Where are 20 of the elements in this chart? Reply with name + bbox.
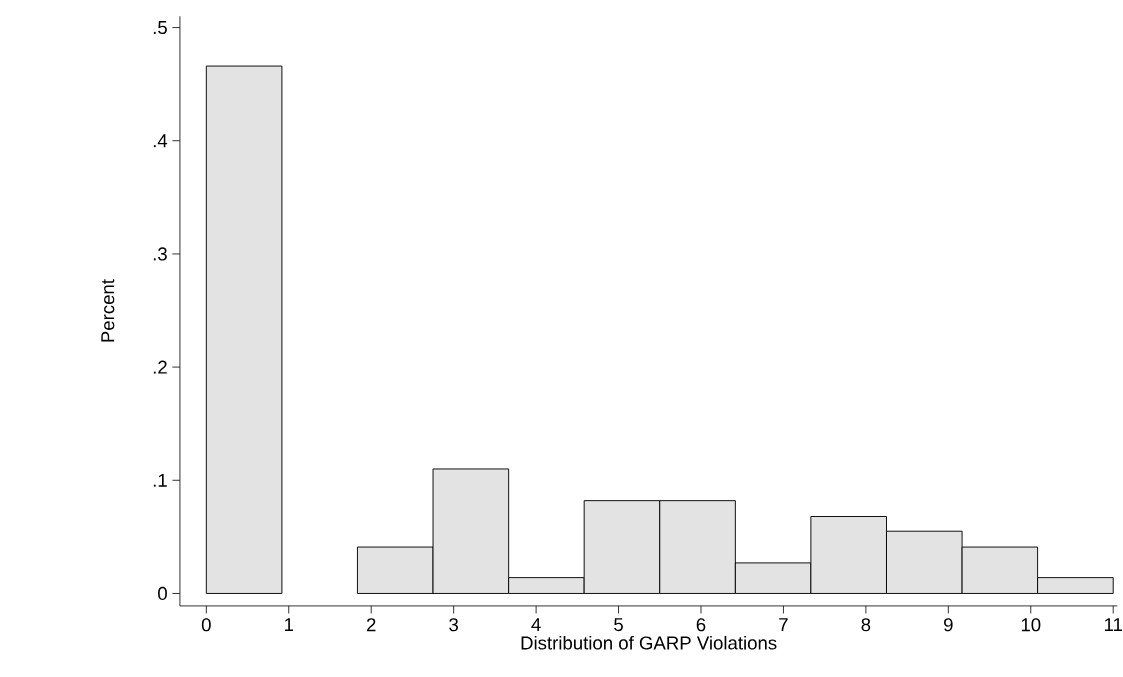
y-tick-label: .2 (153, 360, 167, 374)
x-tick-label: 3 (449, 618, 458, 632)
x-tick-label: 10 (1021, 618, 1041, 632)
x-tick-label: 7 (779, 618, 788, 631)
x-tick-label: 2 (366, 618, 376, 632)
x-tick-label: 1 (285, 618, 294, 631)
x-tick-label: 5 (614, 618, 623, 632)
x-axis-title: Distribution of GARP Violations (521, 635, 777, 650)
y-tick-label: .5 (153, 21, 167, 35)
y-tick-label: .4 (153, 134, 168, 148)
y-tick-label: .1 (153, 473, 167, 487)
x-tick-label: 4 (531, 618, 541, 631)
y-tick-label: 0 (158, 586, 167, 601)
x-tick-label: 8 (861, 618, 871, 632)
x-tick-label: 6 (696, 618, 706, 632)
y-tick-label: .3 (153, 247, 167, 261)
x-tick-label: 11 (1104, 618, 1122, 631)
x-tick-label: 9 (944, 618, 953, 632)
y-axis-title: Percent (101, 279, 115, 342)
x-tick-label: 0 (201, 618, 211, 632)
